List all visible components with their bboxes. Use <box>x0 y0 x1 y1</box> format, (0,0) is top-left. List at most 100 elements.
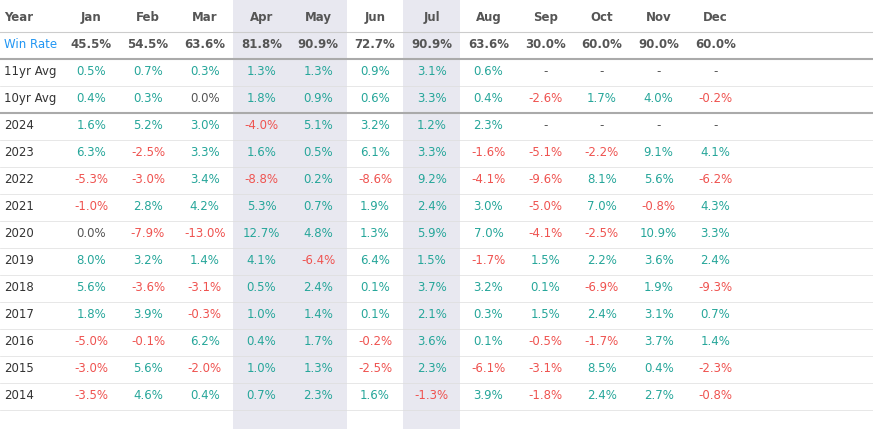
Text: 1.3%: 1.3% <box>246 65 277 78</box>
Text: 9.1%: 9.1% <box>643 146 674 159</box>
Text: -5.1%: -5.1% <box>528 146 562 159</box>
Text: -2.5%: -2.5% <box>358 362 392 375</box>
Text: 0.4%: 0.4% <box>246 335 277 348</box>
Text: 4.3%: 4.3% <box>700 200 731 213</box>
Text: 3.9%: 3.9% <box>473 389 504 402</box>
Text: 4.1%: 4.1% <box>246 254 277 267</box>
Text: Feb: Feb <box>136 11 160 24</box>
Text: 1.7%: 1.7% <box>303 335 333 348</box>
Text: 2.1%: 2.1% <box>416 308 447 321</box>
Text: -: - <box>656 65 661 78</box>
Text: 1.2%: 1.2% <box>416 119 447 132</box>
Text: 3.1%: 3.1% <box>416 65 447 78</box>
Text: 90.0%: 90.0% <box>638 38 679 51</box>
Text: 0.5%: 0.5% <box>77 65 106 78</box>
Text: -2.5%: -2.5% <box>585 227 619 240</box>
Text: Nov: Nov <box>646 11 671 24</box>
Text: Jun: Jun <box>364 11 386 24</box>
Text: -: - <box>543 65 547 78</box>
Text: May: May <box>305 11 332 24</box>
Text: -1.6%: -1.6% <box>471 146 505 159</box>
Text: -6.2%: -6.2% <box>698 173 732 186</box>
Text: 1.5%: 1.5% <box>530 308 560 321</box>
Text: 0.5%: 0.5% <box>247 281 276 294</box>
Text: 8.0%: 8.0% <box>77 254 106 267</box>
Text: 0.7%: 0.7% <box>303 200 333 213</box>
Text: 3.2%: 3.2% <box>360 119 390 132</box>
Text: 0.1%: 0.1% <box>473 335 504 348</box>
Text: -0.2%: -0.2% <box>698 92 732 105</box>
Text: -8.8%: -8.8% <box>244 173 278 186</box>
Text: -1.0%: -1.0% <box>74 200 108 213</box>
Text: 0.3%: 0.3% <box>474 308 503 321</box>
Text: 0.6%: 0.6% <box>360 92 390 105</box>
Text: 2014: 2014 <box>4 389 34 402</box>
Text: 1.0%: 1.0% <box>246 308 277 321</box>
Text: 1.6%: 1.6% <box>246 146 277 159</box>
Text: 5.6%: 5.6% <box>76 281 107 294</box>
Text: 3.3%: 3.3% <box>417 92 446 105</box>
Text: -0.2%: -0.2% <box>358 335 392 348</box>
Text: 1.3%: 1.3% <box>303 65 333 78</box>
Text: 11yr Avg: 11yr Avg <box>4 65 57 78</box>
Text: 10.9%: 10.9% <box>640 227 677 240</box>
Text: Mar: Mar <box>192 11 217 24</box>
Text: 1.7%: 1.7% <box>587 92 617 105</box>
Text: 0.4%: 0.4% <box>76 92 107 105</box>
Text: 2016: 2016 <box>4 335 34 348</box>
Text: Aug: Aug <box>476 11 501 24</box>
Text: 3.1%: 3.1% <box>643 308 674 321</box>
Text: -3.0%: -3.0% <box>74 362 108 375</box>
Text: 2.8%: 2.8% <box>133 200 163 213</box>
Text: 2019: 2019 <box>4 254 34 267</box>
Text: 0.4%: 0.4% <box>473 92 504 105</box>
Text: 0.9%: 0.9% <box>360 65 390 78</box>
Text: 2.2%: 2.2% <box>587 254 617 267</box>
Text: 10yr Avg: 10yr Avg <box>4 92 57 105</box>
Text: 0.2%: 0.2% <box>303 173 333 186</box>
Text: -2.2%: -2.2% <box>585 146 619 159</box>
Text: 5.1%: 5.1% <box>303 119 333 132</box>
Text: 45.5%: 45.5% <box>71 38 112 51</box>
Text: -9.6%: -9.6% <box>528 173 562 186</box>
Text: 0.5%: 0.5% <box>304 146 333 159</box>
Text: 1.8%: 1.8% <box>246 92 277 105</box>
Text: -4.1%: -4.1% <box>471 173 505 186</box>
Text: 1.5%: 1.5% <box>416 254 447 267</box>
Text: 1.4%: 1.4% <box>700 335 731 348</box>
Text: 6.1%: 6.1% <box>360 146 390 159</box>
Bar <box>290 0 347 429</box>
Text: 3.9%: 3.9% <box>133 308 163 321</box>
Text: 0.0%: 0.0% <box>190 92 219 105</box>
Text: -0.8%: -0.8% <box>698 389 732 402</box>
Text: 3.7%: 3.7% <box>416 281 447 294</box>
Text: 1.4%: 1.4% <box>189 254 220 267</box>
Text: 5.6%: 5.6% <box>643 173 674 186</box>
Text: Dec: Dec <box>703 11 728 24</box>
Text: 0.0%: 0.0% <box>77 227 106 240</box>
Bar <box>403 0 460 429</box>
Text: 0.7%: 0.7% <box>700 308 731 321</box>
Text: 2.3%: 2.3% <box>473 119 504 132</box>
Text: 0.1%: 0.1% <box>360 281 390 294</box>
Text: 0.4%: 0.4% <box>189 389 220 402</box>
Text: -2.0%: -2.0% <box>188 362 222 375</box>
Text: 3.2%: 3.2% <box>133 254 163 267</box>
Text: -: - <box>656 119 661 132</box>
Text: 2024: 2024 <box>4 119 34 132</box>
Text: -2.3%: -2.3% <box>698 362 732 375</box>
Text: 12.7%: 12.7% <box>243 227 280 240</box>
Text: 6.4%: 6.4% <box>360 254 390 267</box>
Text: 81.8%: 81.8% <box>241 38 282 51</box>
Text: -8.6%: -8.6% <box>358 173 392 186</box>
Text: 3.4%: 3.4% <box>189 173 220 186</box>
Text: -3.6%: -3.6% <box>131 281 165 294</box>
Text: 0.1%: 0.1% <box>360 308 390 321</box>
Text: 3.6%: 3.6% <box>643 254 674 267</box>
Text: 3.3%: 3.3% <box>190 146 219 159</box>
Text: 3.7%: 3.7% <box>643 335 674 348</box>
Text: 0.6%: 0.6% <box>473 65 504 78</box>
Text: 5.3%: 5.3% <box>247 200 276 213</box>
Text: -1.7%: -1.7% <box>471 254 505 267</box>
Text: 2015: 2015 <box>4 362 34 375</box>
